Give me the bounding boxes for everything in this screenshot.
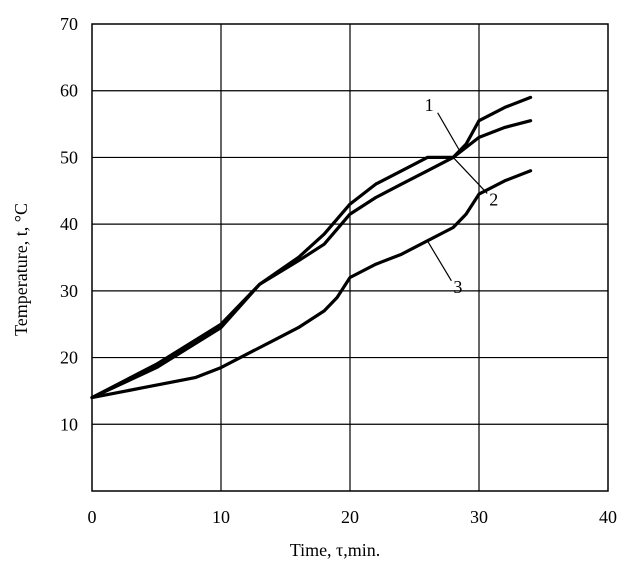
- annotation-label-2: 2: [489, 189, 498, 209]
- series-layer: [90, 95, 533, 400]
- series-line-3: [90, 169, 533, 400]
- y-tick-label: 70: [60, 14, 78, 34]
- x-tick-label: 40: [599, 507, 617, 527]
- annotation-leader-1: [437, 112, 461, 152]
- grid-layer: [92, 24, 608, 491]
- y-tick-label: 10: [60, 414, 78, 434]
- y-tick-label: 30: [60, 281, 78, 301]
- series-line-1: [90, 95, 533, 400]
- annotation-label-3: 3: [453, 277, 462, 297]
- y-tick-label: 60: [60, 81, 78, 101]
- labels-layer: 0 10 20 30 40 10 20 30 40 50 60 70 Time, τ,min. Tempe…: [11, 14, 617, 560]
- annotation-leader-2: [452, 157, 488, 194]
- axes-layer: [91, 23, 609, 492]
- y-axis-label: Temperature, t, °C: [11, 203, 31, 336]
- x-tick-label: 0: [88, 507, 97, 527]
- y-tick-label: 40: [60, 214, 78, 234]
- x-tick-label: 30: [470, 507, 488, 527]
- annotation-leader-3: [426, 240, 452, 282]
- x-tick-label: 20: [341, 507, 359, 527]
- plot-frame: [91, 23, 609, 492]
- series-line-2: [90, 119, 533, 400]
- x-axis-label: Time, τ,min.: [290, 540, 381, 560]
- annotation-label-1: 1: [425, 95, 434, 115]
- y-tick-label: 50: [60, 147, 78, 167]
- x-tick-label: 10: [212, 507, 230, 527]
- y-tick-label: 20: [60, 348, 78, 368]
